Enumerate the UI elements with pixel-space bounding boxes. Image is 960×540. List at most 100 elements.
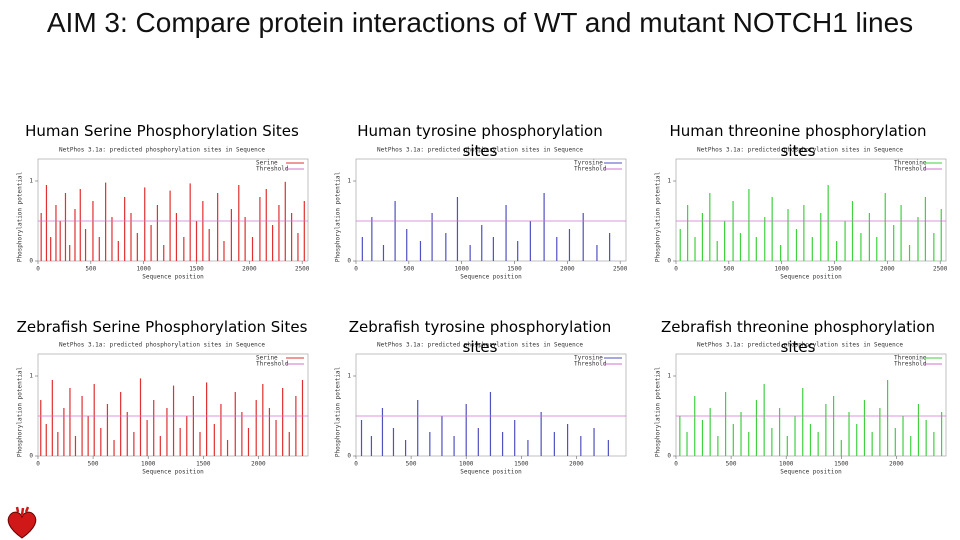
bar — [732, 424, 734, 456]
panel-title: Zebrafish tyrosine phosphorylation sites — [348, 318, 612, 356]
bar — [156, 205, 159, 261]
x-axis-label: Sequence position — [780, 469, 842, 476]
plot-frame — [675, 158, 947, 262]
bar — [501, 432, 504, 456]
bar — [69, 245, 71, 261]
netphos-plot: NetPhos 3.1a: predicted phosphorylation … — [330, 143, 630, 283]
bar — [755, 400, 758, 456]
y-tick-label: 0 — [29, 258, 33, 265]
bar — [192, 396, 194, 456]
bar — [98, 237, 100, 261]
bar — [477, 428, 479, 456]
x-tick-label: 1500 — [834, 461, 849, 468]
bar — [453, 436, 455, 456]
legend-label: Threshold — [574, 166, 607, 173]
bar — [431, 213, 433, 261]
bar — [295, 396, 297, 456]
x-tick-label: 2000 — [889, 461, 904, 468]
bar — [126, 412, 128, 456]
bar — [275, 420, 277, 456]
bar — [45, 185, 48, 261]
bar — [568, 229, 571, 261]
bar — [247, 428, 250, 456]
bar — [764, 217, 766, 261]
bar — [166, 408, 168, 456]
bar — [739, 233, 742, 261]
x-tick-label: 500 — [88, 461, 99, 468]
bar — [445, 233, 447, 261]
bar — [146, 420, 148, 456]
bar — [175, 213, 178, 261]
bar — [933, 233, 935, 261]
y-tick-label: 0 — [347, 453, 351, 460]
panel-title: Zebrafish Serine Phosphorylation Sites — [16, 318, 308, 336]
bar — [553, 432, 555, 456]
legend-label: Tyrosine — [574, 160, 603, 167]
inner-title: NetPhos 3.1a: predicted phosphorylation … — [59, 147, 265, 154]
bar — [50, 237, 52, 261]
bar — [825, 404, 827, 456]
bar — [150, 225, 152, 261]
bar — [238, 185, 240, 261]
x-tick-label: 1000 — [779, 461, 794, 468]
bar — [763, 384, 765, 456]
bar — [268, 408, 271, 456]
legend-label: Threshold — [256, 361, 289, 368]
bar — [251, 237, 254, 261]
bar — [282, 388, 284, 456]
netphos-plot: NetPhos 3.1a: predicted phosphorylation … — [330, 338, 630, 478]
bar — [291, 213, 293, 261]
bar — [840, 440, 842, 456]
bar — [144, 187, 146, 261]
bar — [74, 209, 76, 261]
bar — [732, 201, 734, 261]
bar — [580, 436, 582, 456]
legend-label: Threonine — [894, 355, 927, 362]
bar — [234, 392, 236, 456]
bar — [120, 392, 122, 456]
bar — [202, 201, 204, 261]
bar — [517, 241, 519, 261]
bar — [582, 213, 584, 261]
bar — [893, 225, 895, 261]
bar — [868, 213, 870, 261]
bar — [886, 380, 889, 456]
bar — [69, 388, 71, 456]
bar — [87, 416, 89, 456]
bar — [371, 217, 373, 261]
bar — [297, 233, 299, 261]
bar — [271, 225, 274, 261]
netphos-plot: NetPhos 3.1a: predicted phosphorylation … — [650, 143, 950, 283]
bar — [787, 209, 789, 261]
y-axis-label: Phosphorylation potential — [655, 171, 662, 262]
x-tick-label: 2500 — [933, 266, 948, 273]
bar — [780, 245, 782, 261]
bar — [361, 237, 363, 261]
y-tick-label: 1 — [29, 373, 33, 380]
bar — [748, 189, 750, 261]
bar — [820, 213, 822, 261]
bar — [394, 201, 396, 261]
bar — [716, 241, 718, 261]
bar — [940, 209, 942, 261]
y-tick-label: 1 — [347, 178, 351, 185]
bar — [527, 440, 529, 456]
bar — [863, 400, 866, 456]
bar — [419, 241, 422, 261]
bar — [124, 197, 126, 261]
bar — [724, 392, 727, 456]
legend-label: Threshold — [256, 166, 289, 173]
bar — [529, 221, 531, 261]
bar — [93, 384, 95, 456]
bar — [404, 440, 407, 456]
inner-title: NetPhos 3.1a: predicted phosphorylation … — [377, 147, 583, 154]
x-tick-label: 500 — [403, 266, 414, 273]
bar — [74, 436, 77, 456]
x-axis-label: Sequence position — [780, 274, 842, 281]
x-tick-label: 500 — [406, 461, 417, 468]
x-tick-label: 0 — [36, 266, 40, 273]
bar — [933, 432, 935, 456]
bar — [64, 193, 67, 261]
bar — [593, 428, 595, 456]
